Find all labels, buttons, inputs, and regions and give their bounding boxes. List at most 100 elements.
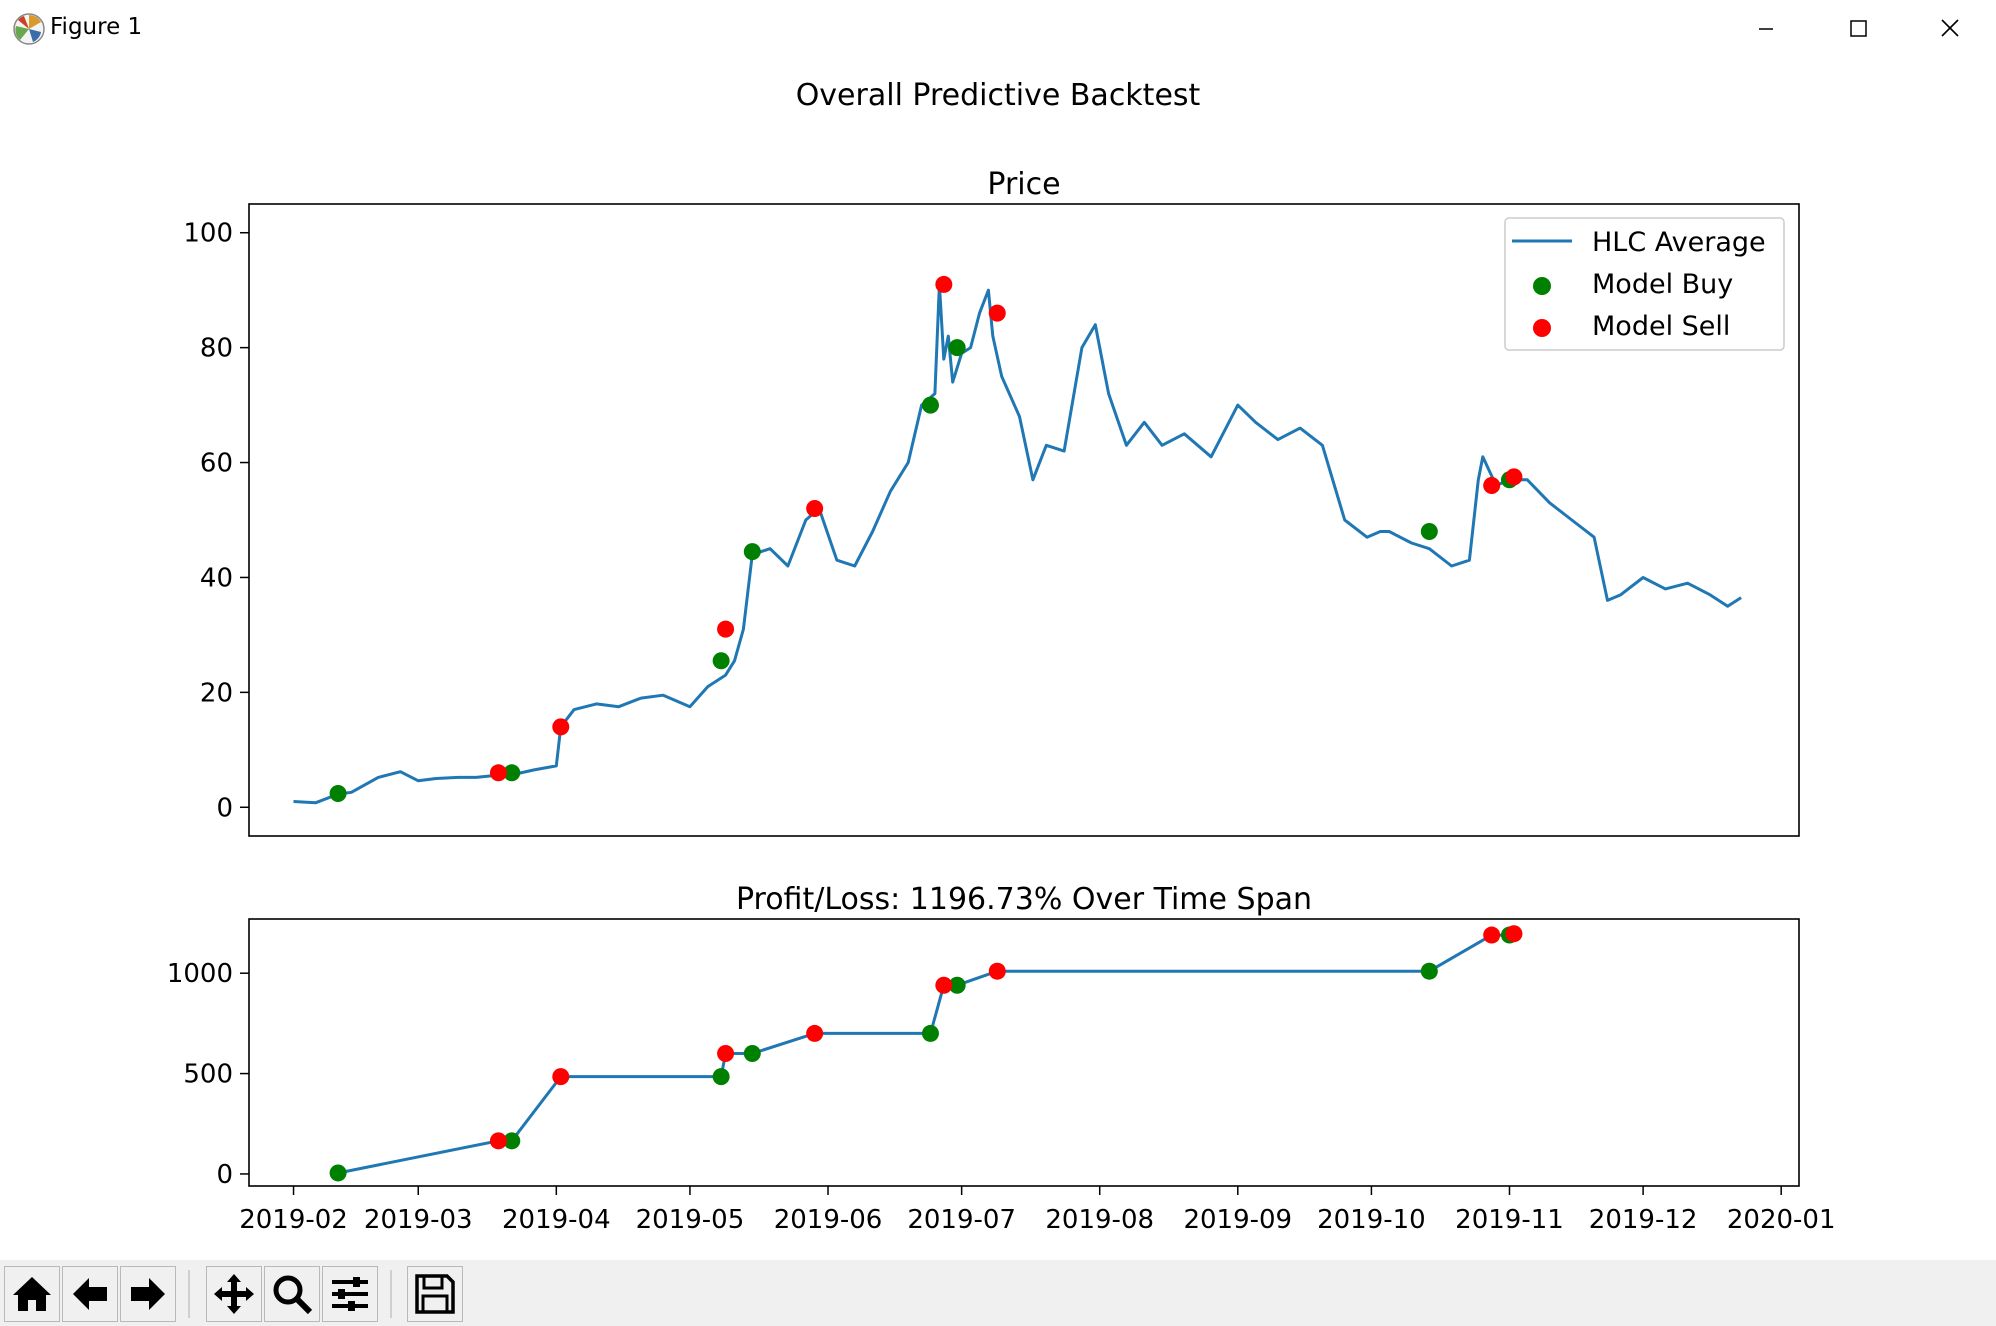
save-button[interactable]: [407, 1266, 463, 1322]
close-button[interactable]: [1904, 0, 1996, 58]
forward-button[interactable]: [120, 1266, 176, 1322]
pnl-y-ticks: 0 500 1000: [167, 959, 249, 1190]
minimize-icon: [1759, 28, 1773, 30]
price-axes: Price 0 20 40 60 80 100 HLC Average Model Buy…: [183, 167, 1800, 837]
x-tick-label: 2019-11: [1455, 1205, 1564, 1235]
window-titlebar: Figure 1: [0, 0, 1996, 58]
home-icon: [13, 1277, 51, 1311]
model-sell-marker: [489, 764, 507, 782]
model-sell-marker: [935, 976, 953, 994]
y-tick-label: 500: [183, 1060, 233, 1090]
profit-loss-line: [337, 932, 1515, 1175]
legend-model-buy-label: Model Buy: [1592, 269, 1733, 300]
price-buy-markers: [329, 339, 1518, 802]
toolbar-separator: [188, 1270, 190, 1318]
price-legend: HLC Average Model Buy Model Sell: [1504, 217, 1785, 351]
y-tick-label: 1000: [167, 959, 233, 989]
pnl-axes-title: Profit/Loss: 1196.73% Over Time Span: [736, 882, 1312, 917]
model-sell-marker: [489, 1132, 507, 1150]
x-tick-label: 2019-02: [239, 1205, 348, 1235]
x-tick-label: 2019-04: [502, 1205, 611, 1235]
model-sell-marker: [1483, 477, 1501, 495]
x-tick-label: 2019-03: [364, 1205, 473, 1235]
model-sell-marker: [806, 1024, 824, 1042]
model-sell-marker: [717, 620, 735, 638]
forward-arrow-icon: [131, 1278, 165, 1310]
x-tick-label: 2020-01: [1727, 1205, 1836, 1235]
legend-hlc-average-label: HLC Average: [1592, 227, 1766, 258]
y-tick-label: 40: [200, 563, 233, 593]
legend-frame: [1504, 217, 1785, 351]
minimize-button[interactable]: [1720, 0, 1812, 58]
zoom-button[interactable]: [264, 1266, 320, 1322]
price-axes-title: Price: [987, 167, 1060, 202]
y-tick-label: 60: [200, 449, 233, 479]
pan-icon: [214, 1274, 254, 1314]
x-tick-label: 2019-10: [1317, 1205, 1426, 1235]
back-button[interactable]: [62, 1266, 118, 1322]
y-tick-label: 0: [216, 1160, 233, 1190]
y-tick-label: 0: [216, 793, 233, 823]
home-button[interactable]: [4, 1266, 60, 1322]
pnl-plot-frame: [248, 918, 1800, 1187]
pnl-buy-markers: [329, 926, 1518, 1182]
x-tick-label: 2019-12: [1589, 1205, 1698, 1235]
y-tick-label: 100: [183, 219, 233, 249]
zoom-icon: [273, 1275, 313, 1315]
x-tick-label: 2019-08: [1045, 1205, 1154, 1235]
maximize-button[interactable]: [1812, 0, 1904, 58]
legend-sell-swatch: [1533, 319, 1551, 337]
model-sell-marker: [1505, 925, 1523, 943]
model-sell-marker: [552, 1068, 570, 1086]
legend-buy-swatch: [1533, 277, 1551, 295]
close-icon: [1941, 19, 1959, 37]
back-arrow-icon: [73, 1278, 107, 1310]
model-buy-marker: [503, 1132, 521, 1150]
maximize-icon: [1850, 20, 1867, 37]
model-sell-marker: [988, 962, 1006, 980]
model-sell-marker: [1483, 926, 1501, 944]
model-buy-marker: [712, 1068, 730, 1086]
configure-subplots-icon: [332, 1277, 368, 1311]
model-sell-marker: [552, 718, 570, 736]
figure-canvas[interactable]: Overall Predictive Backtest Price 0 20 40 6…: [0, 58, 1996, 1260]
y-tick-label: 20: [200, 678, 233, 708]
pnl-x-ticks: 2019-02 2019-03 2019-04 2019-05 2019-06 2019-…: [239, 1186, 1836, 1235]
model-buy-marker: [921, 396, 939, 414]
price-plot-frame: [248, 203, 1800, 837]
pan-button[interactable]: [206, 1266, 262, 1322]
hlc-average-line: [293, 282, 1742, 805]
price-sell-markers: [489, 275, 1523, 782]
matplotlib-app-icon: [13, 13, 45, 45]
save-icon: [415, 1274, 455, 1314]
model-buy-marker: [948, 976, 966, 994]
x-tick-label: 2019-06: [774, 1205, 883, 1235]
x-tick-label: 2019-05: [636, 1205, 745, 1235]
pnl-axes: Profit/Loss: 1196.73% Over Time Span 0 50…: [167, 882, 1836, 1235]
model-buy-marker: [1420, 962, 1438, 980]
toolbar-separator: [390, 1270, 392, 1318]
legend-model-sell-label: Model Sell: [1592, 311, 1730, 342]
x-tick-label: 2019-07: [907, 1205, 1016, 1235]
navigation-toolbar: [0, 1260, 1996, 1326]
window-title: Figure 1: [50, 14, 143, 40]
model-buy-marker: [948, 339, 966, 357]
model-buy-marker: [503, 764, 521, 782]
model-buy-marker: [743, 543, 761, 561]
model-sell-marker: [1505, 468, 1523, 486]
model-buy-marker: [712, 652, 730, 670]
model-sell-marker: [806, 500, 824, 518]
model-sell-marker: [935, 275, 953, 293]
configure-subplots-button[interactable]: [322, 1266, 378, 1322]
figure-suptitle: Overall Predictive Backtest: [796, 78, 1201, 113]
price-y-ticks: 0 20 40 60 80 100: [183, 219, 249, 823]
model-buy-marker: [329, 1164, 347, 1182]
model-buy-marker: [329, 784, 347, 802]
model-buy-marker: [921, 1024, 939, 1042]
x-tick-label: 2019-09: [1183, 1205, 1292, 1235]
model-sell-marker: [988, 304, 1006, 322]
model-buy-marker: [743, 1045, 761, 1063]
y-tick-label: 80: [200, 334, 233, 364]
model-sell-marker: [717, 1045, 735, 1063]
pnl-sell-markers: [489, 925, 1523, 1150]
